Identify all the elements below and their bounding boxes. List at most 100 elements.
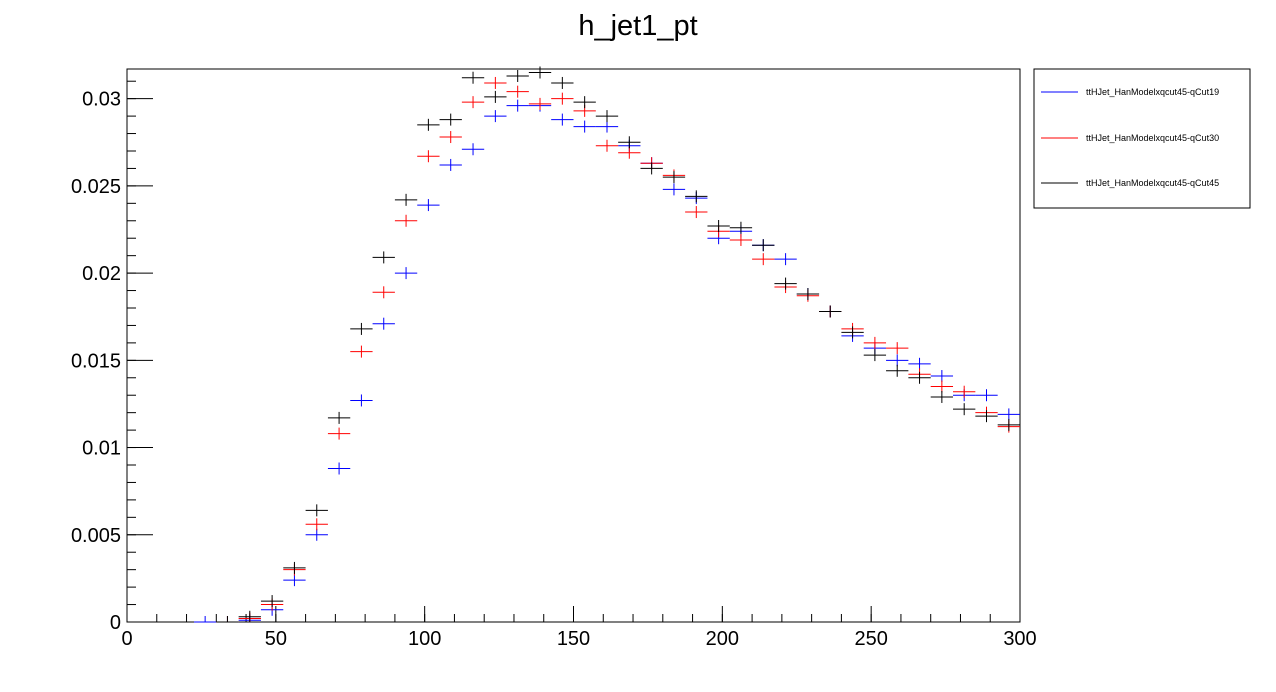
legend-label: ttHJet_HanModelxqcut45-qCut19 xyxy=(1086,87,1219,97)
data-point xyxy=(484,90,507,103)
data-point xyxy=(372,286,395,299)
legend-entry: ttHJet_HanModelxqcut45-qCut30 xyxy=(1041,133,1219,143)
data-point xyxy=(774,277,797,290)
data-point xyxy=(372,251,395,264)
x-tick-label: 250 xyxy=(854,628,887,650)
data-point xyxy=(618,136,641,149)
data-point xyxy=(908,371,931,384)
series-3 xyxy=(216,66,1020,623)
data-point xyxy=(238,610,261,622)
data-point xyxy=(774,253,797,266)
data-point xyxy=(953,403,976,416)
data-point xyxy=(841,326,864,339)
data-point xyxy=(327,427,351,440)
y-tick-label: 0.03 xyxy=(82,89,121,111)
legend: ttHJet_HanModelxqcut45-qCut19 ttHJet_HanM… xyxy=(1033,68,1251,209)
y-tick-label: 0.005 xyxy=(71,525,121,547)
data-point xyxy=(618,146,641,159)
x-tick-label: 150 xyxy=(557,628,590,650)
data-point xyxy=(528,97,552,110)
data-point xyxy=(908,357,931,370)
data-point xyxy=(216,616,239,623)
data-point xyxy=(729,233,753,246)
data-point xyxy=(930,390,954,403)
data-point xyxy=(417,118,440,131)
y-tick-label: 0.02 xyxy=(82,263,121,285)
data-point xyxy=(551,92,574,105)
x-tick-label: 100 xyxy=(408,628,441,650)
data-point xyxy=(528,66,552,79)
data-point xyxy=(573,96,596,109)
plot-series xyxy=(193,66,1020,623)
data-point xyxy=(305,528,328,541)
data-point xyxy=(975,389,998,402)
plot-axes: 0 50 100 150 200 250 300 0 0.005 0.01 0.015 0.02 0.0… xyxy=(71,68,1037,650)
data-point xyxy=(372,317,395,330)
data-point xyxy=(350,345,373,358)
data-point xyxy=(729,221,753,234)
y-tick-label: 0.01 xyxy=(82,438,121,460)
data-point xyxy=(997,418,1020,431)
data-point xyxy=(327,411,351,424)
data-point xyxy=(595,139,619,152)
data-point xyxy=(439,131,462,144)
y-tick-label: 0.015 xyxy=(71,350,121,372)
x-tick-label: 50 xyxy=(265,628,287,650)
x-tick-label: 300 xyxy=(1003,628,1036,650)
legend-entry: ttHJet_HanModelxqcut45-qCut19 xyxy=(1041,87,1219,97)
data-point xyxy=(327,462,351,475)
chart-title: h_jet1_pt xyxy=(578,10,697,42)
x-tick-label: 200 xyxy=(706,628,739,650)
data-point xyxy=(685,190,708,203)
data-point xyxy=(283,561,306,574)
data-point xyxy=(461,71,485,84)
data-point xyxy=(551,113,574,126)
plot-frame xyxy=(126,68,1021,623)
data-point xyxy=(484,110,507,123)
data-point xyxy=(953,385,976,398)
data-point xyxy=(305,518,328,531)
data-point xyxy=(551,76,574,89)
data-point xyxy=(394,193,418,206)
series-2 xyxy=(216,76,1020,623)
data-point xyxy=(350,394,373,407)
data-point xyxy=(997,408,1020,421)
legend-entry: ttHJet_HanModelxqcut45-qCut45 xyxy=(1041,178,1219,188)
legend-label: ttHJet_HanModelxqcut45-qCut30 xyxy=(1086,133,1219,143)
data-point xyxy=(461,143,485,156)
data-point xyxy=(662,171,686,184)
data-point xyxy=(439,158,462,171)
data-point xyxy=(394,267,418,280)
data-point xyxy=(886,342,909,355)
data-point xyxy=(930,370,954,383)
data-point xyxy=(796,288,820,301)
data-point xyxy=(417,199,440,212)
data-point xyxy=(439,113,462,126)
series-1 xyxy=(193,99,1020,623)
data-point xyxy=(595,120,619,133)
data-point xyxy=(662,183,686,196)
data-point xyxy=(752,239,775,252)
data-point xyxy=(595,110,619,123)
data-point xyxy=(685,206,708,219)
data-point xyxy=(305,504,328,517)
y-tick-label: 0.025 xyxy=(71,176,121,198)
data-point xyxy=(863,349,887,362)
data-point xyxy=(886,354,909,367)
data-point xyxy=(417,150,440,163)
data-point xyxy=(886,364,909,377)
data-point xyxy=(640,162,663,175)
data-point xyxy=(752,253,775,266)
legend-label: ttHJet_HanModelxqcut45-qCut45 xyxy=(1086,178,1219,188)
data-point xyxy=(350,322,373,335)
data-point xyxy=(461,96,485,109)
data-point xyxy=(484,76,507,89)
data-point xyxy=(283,574,306,587)
data-point xyxy=(863,336,887,349)
data-point xyxy=(573,120,596,133)
data-point xyxy=(506,69,529,82)
data-point xyxy=(506,99,529,112)
data-point xyxy=(260,595,284,608)
